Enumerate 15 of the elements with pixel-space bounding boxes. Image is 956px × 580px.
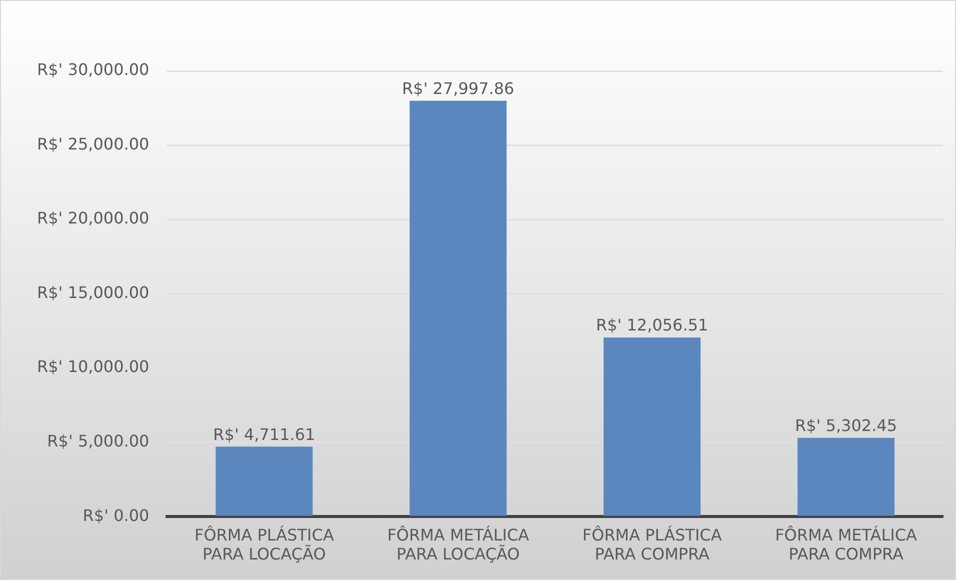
x-tick-label: FÔRMA PLÁSTICA PARA LOCAÇÃO — [194, 525, 334, 564]
y-tick-label: R$' 20,000.00 — [36, 208, 150, 228]
data-label: R$' 4,711.61 — [213, 424, 316, 444]
y-tick-label: R$' 25,000.00 — [36, 134, 150, 154]
y-tick-label: R$' 30,000.00 — [36, 60, 150, 80]
y-tick-label: R$' 0.00 — [82, 506, 150, 525]
data-label: R$' 27,997.86 — [402, 78, 514, 98]
y-tick-label: R$' 10,000.00 — [36, 357, 150, 376]
data-label: R$' 5,302.45 — [795, 416, 898, 435]
x-tick-label: FÔRMA PLÁSTICA PARA COMPRA — [582, 525, 722, 564]
y-tick-label: R$' 15,000.00 — [36, 282, 150, 302]
x-tick-label: FÔRMA METÁLICA PARA COMPRA — [775, 525, 918, 564]
y-tick-label: R$' 5,000.00 — [47, 431, 150, 450]
data-label: R$' 12,056.51 — [596, 316, 708, 335]
x-tick-label: FÔRMA METÁLICA PARA LOCAÇÃO — [387, 525, 530, 564]
